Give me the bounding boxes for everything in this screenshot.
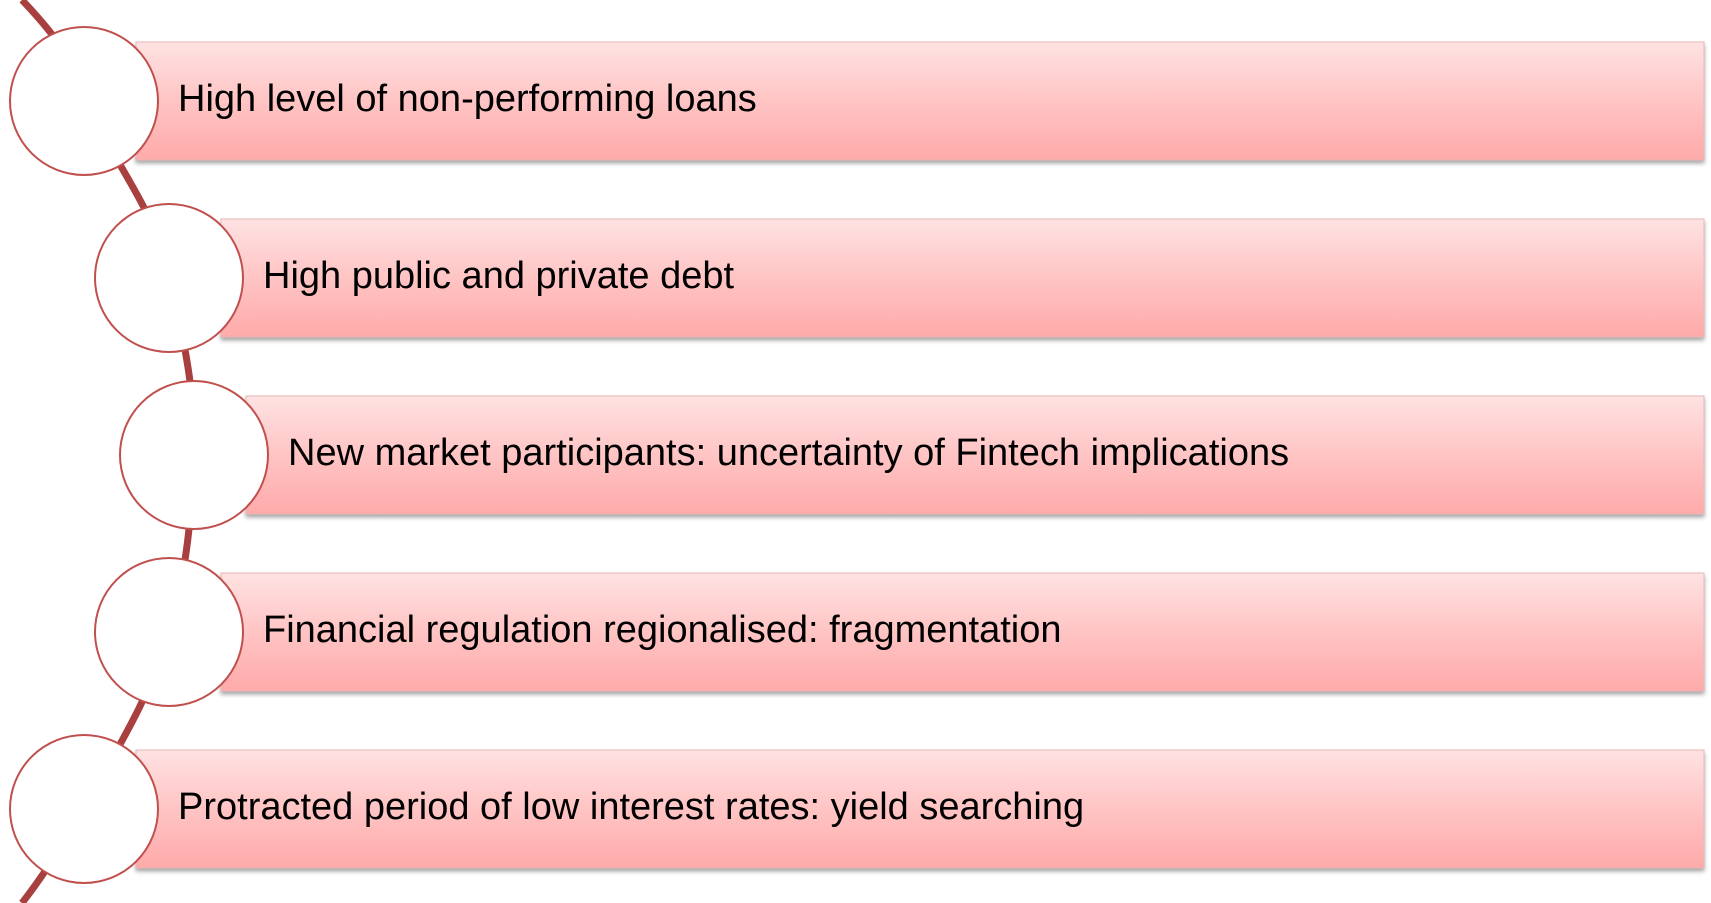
item-bar: [135, 41, 1705, 161]
item-label: Protracted period of low interest rates:…: [178, 786, 1084, 828]
item-circle: [9, 26, 159, 176]
item-label: High level of non-performing loans: [178, 78, 757, 120]
item-bar: [135, 749, 1705, 869]
item-label: New market participants: uncertainty of …: [288, 432, 1289, 474]
item-circle: [9, 734, 159, 884]
list-item: Protracted period of low interest rates:…: [9, 734, 1705, 884]
item-label: High public and private debt: [263, 255, 735, 297]
items: High level of non-performing loans High p…: [9, 26, 1705, 884]
item-circle: [94, 203, 244, 353]
list-item: High level of non-performing loans: [9, 26, 1705, 176]
item-bar: [245, 395, 1705, 515]
item-bar: [220, 572, 1705, 692]
item-circle: [94, 557, 244, 707]
list-item: Financial regulation regionalised: fragm…: [94, 557, 1705, 707]
item-label: Financial regulation regionalised: fragm…: [263, 609, 1061, 651]
list-item: New market participants: uncertainty of …: [119, 380, 1705, 530]
item-bar: [220, 218, 1705, 338]
list-item: High public and private debt: [94, 203, 1705, 353]
item-circle: [119, 380, 269, 530]
